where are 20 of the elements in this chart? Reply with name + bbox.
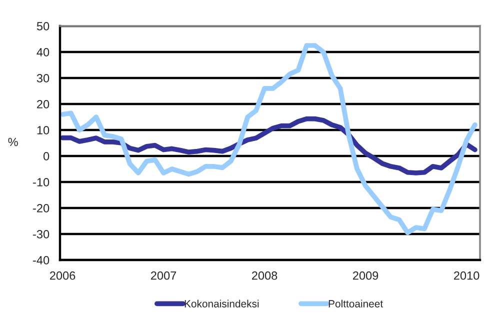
y-tick-label: 20 [37,100,50,108]
x-tick-label: 2008 [252,271,278,280]
y-tick-label: -40 [33,256,50,264]
y-axis-title: % [8,138,18,146]
legend-label: Polttoaineet [328,300,383,308]
x-tick-label: 2006 [50,271,76,280]
y-tick-label: 50 [36,22,50,30]
x-tick-label: 2009 [352,271,378,280]
y-tick-label: -20 [33,204,50,212]
y-tick-label: 10 [37,126,50,134]
y-tick-label: -10 [33,178,50,186]
y-tick-label: 40 [36,48,50,56]
line-series [60,43,478,236]
legend-label: Kokonaisindeksi [184,300,259,308]
x-tick-label: 2010 [454,271,480,280]
y-tick-label: 0 [43,152,50,160]
x-tick-label: 2007 [150,271,176,280]
line-series [60,116,478,176]
y-tick-label: -30 [33,230,50,238]
y-tick-label: 30 [36,74,50,82]
